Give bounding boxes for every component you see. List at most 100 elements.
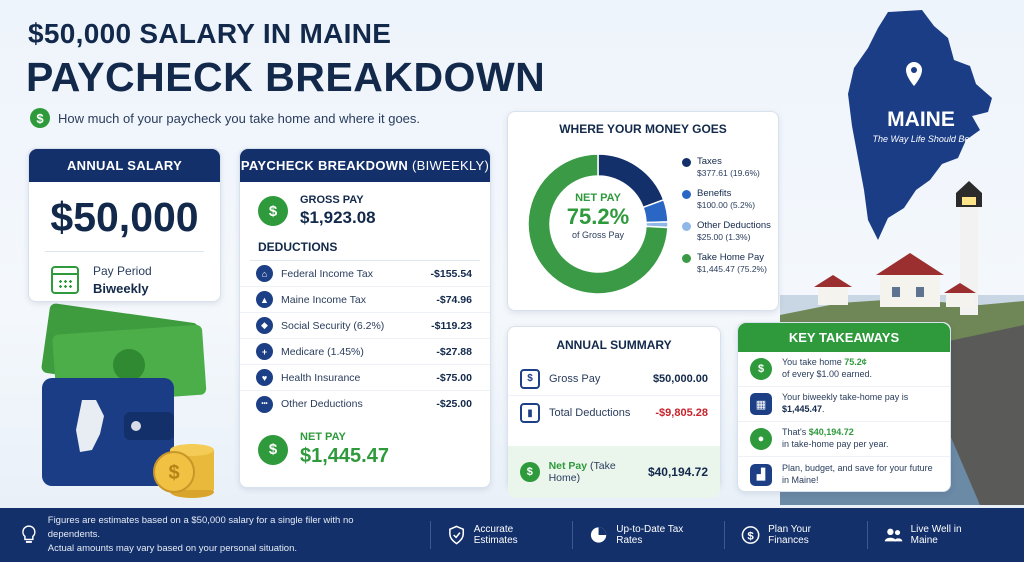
deduction-label: Health Insurance [281,371,361,384]
donut-chart [527,153,669,295]
takeaway-post: in take-home pay per year. [782,439,889,449]
footer-note-line1: Figures are estimates based on a $50,000… [47,515,354,541]
summary-row: ▮ Total Deductions -$9,805.28 [508,396,720,430]
summary-label: Gross Pay [549,372,601,385]
takeaway-row: ▦ Your biweekly take-home pay is $1,445.… [738,387,950,422]
takeaway-text: Plan, budget, and save for your future i… [782,462,933,485]
footer-item-label: Up-to-Date Tax Rates [616,524,684,546]
svg-text:$: $ [747,530,754,542]
footer-item-label: Plan Your Finances [768,524,811,546]
money-bag-icon: $ [258,196,288,226]
capitol-icon: ⌂ [256,265,273,282]
annual-salary-amount: $50,000 [50,194,199,240]
gross-pay-row: $ GROSS PAY $1,923.08 [240,182,490,228]
title-line1: $50,000 SALARY IN MAINE [28,18,392,49]
legend-swatch [682,222,691,231]
legend-swatch [682,158,691,167]
summary-label: Total Deductions [549,407,631,419]
heart-icon: ♥ [256,369,273,386]
money-bag-icon: $ [258,434,288,465]
takeaway-post: of every $1.00 earned. [782,369,873,379]
legend-name: Benefits [697,188,732,199]
annual-summary-title: ANNUAL SUMMARY [556,338,672,352]
deduction-box-icon: ▮ [520,403,540,423]
legend-swatch [682,254,691,263]
maine-map-icon [848,10,992,240]
dollar-box-icon: $ [520,368,540,389]
divider [45,251,204,252]
net-pay-row: $ NET PAY $1,445.47 [240,417,490,468]
bar-chart-icon: ▟ [750,463,772,486]
deduction-amount: -$27.88 [436,345,472,358]
summary-net-label: Net Pay (Take Home) [549,460,648,484]
calculator-icon: ▦ [750,393,772,415]
deduction-label: Federal Income Tax [281,267,374,280]
shield-icon: ◆ [256,317,273,334]
footer-item-finances: $ Plan Your Finances [724,521,867,549]
paycheck-breakdown-card: PAYCHECK BREAKDOWN (BIWEEKLY) $ GROSS PA… [239,148,491,488]
dollar-icon: $ [30,108,50,128]
footer-note-line2: Actual amounts may vary based on your pe… [47,542,298,554]
summary-amount: $50,000.00 [652,372,708,385]
maine-tagline: The Way Life Should Be [872,134,970,144]
summary-amount: -$9,805.28 [655,407,708,419]
summary-net-row: $ Net Pay (Take Home) $40,194.72 [508,446,720,498]
calendar-icon [51,266,79,294]
legend-item: Take Home Pay $1,445.47 (75.2%) [682,252,778,274]
pay-period-value: Biweekly [93,281,149,296]
money-bag-icon: $ [520,462,540,482]
legend-item: Benefits $100.00 (5.2%) [682,188,778,210]
pay-period: Pay Period Biweekly [29,252,220,296]
annual-salary-title: ANNUAL SALARY [29,149,220,182]
subtitle-text: How much of your paycheck you take home … [58,110,421,126]
takeaway-row: ▟ Plan, budget, and save for your future… [738,457,950,492]
net-pay-value: $1,445.47 [300,445,389,467]
deduction-row: ◆ Social Security (6.2%) -$119.23 [240,313,490,339]
pie-chart-icon [591,527,607,543]
people-icon [884,528,902,542]
dollar-circle-icon: $ [741,526,760,544]
legend-swatch [682,190,691,199]
dollar-coin-icon: $ [750,358,772,380]
breakdown-title: PAYCHECK BREAKDOWN (BIWEEKLY) [240,149,490,182]
summary-net-label-suffix: (Take Home) [548,460,616,484]
wallet-cash-illustration: $ [41,303,214,498]
more-dots-icon: ••• [256,395,273,413]
takeaway-text: That's $40,194.72 in take-home pay per y… [782,427,889,450]
maine-state-icon: ▲ [256,291,273,308]
maine-label: MAINE [887,108,955,131]
deductions-title: DEDUCTIONS [250,228,480,261]
deduction-amount: -$25.00 [436,398,472,410]
deduction-amount: -$74.96 [436,293,472,306]
chart-legend: Taxes $377.61 (19.6%) Benefits $100.00 (5.… [682,156,778,284]
piggy-bank-icon: ● [750,428,772,450]
deduction-amount: -$155.54 [430,267,472,280]
footer-item-tax-rates: Up-to-Date Tax Rates [572,521,724,549]
medical-cross-icon: + [256,343,273,360]
summary-row: $ Gross Pay $50,000.00 [508,362,720,396]
deduction-label: Medicare (1.45%) [281,345,364,358]
footer-item-accurate: Accurate Estimates [429,521,572,549]
takeaway-pre: Your biweekly take-home pay is [782,392,909,403]
legend-item: Taxes $377.61 (19.6%) [682,156,778,178]
money-goes-card: WHERE YOUR MONEY GOES NET PAY 75.2% of G… [507,111,779,311]
donut-center: NET PAY 75.2% of Gross Pay [538,192,658,240]
deduction-row: + Medicare (1.45%) -$27.88 [240,339,490,365]
footer-bar: Figures are estimates based on a $50,000… [0,508,1024,562]
takeaway-row: $ You take home 75.2¢ of every $1.00 ear… [738,352,950,387]
subtitle: $ How much of your paycheck you take hom… [30,108,420,128]
chart-title: WHERE YOUR MONEY GOES [559,122,727,136]
donut-center-label: NET PAY [575,192,621,204]
takeaway-bold: $40,194.72 [808,427,854,438]
legend-value: $25.00 (1.3%) [697,232,751,242]
gross-pay-value: $1,923.08 [300,208,376,227]
legend-value: $1,445.47 (75.2%) [697,264,767,274]
shield-check-icon [448,525,464,545]
footer-item-label: Accurate Estimates [473,524,518,546]
footer-note-text: Figures are estimates based on a $50,000… [48,514,404,555]
takeaway-pre: You take home [782,357,845,368]
net-pay-label: NET PAY [300,431,346,443]
footer-note: Figures are estimates based on a $50,000… [20,514,404,555]
deduction-label: Other Deductions [281,398,363,410]
breakdown-title-suffix: (BIWEEKLY) [411,158,490,173]
